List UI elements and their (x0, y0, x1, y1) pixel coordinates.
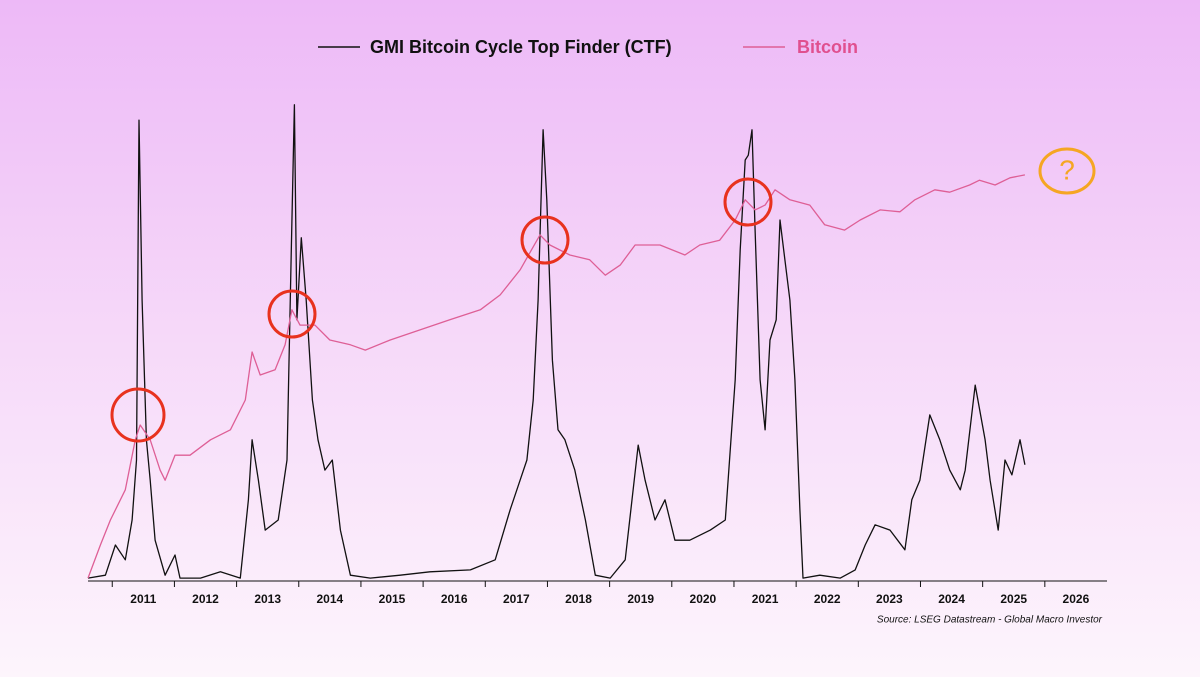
highlight-circle (723, 177, 773, 227)
x-tick-label: 2014 (316, 592, 343, 606)
series-line (87, 174, 1026, 579)
highlight-circles (110, 177, 773, 443)
x-tick-label: 2025 (1000, 592, 1027, 606)
x-tick-label: 2011 (130, 592, 156, 606)
x-tick-label: 2016 (441, 592, 468, 606)
x-tick-label: 2015 (379, 592, 406, 606)
source-note: Source: LSEG Datastream - Global Macro I… (877, 615, 1103, 626)
x-tick-label: 2019 (627, 592, 654, 606)
plot: 2011 2012 2013 2014 2015 2016 2017 2018 2019 2020… (87, 104, 1107, 606)
annotation: ? (1059, 154, 1075, 185)
x-tick-label: 2018 (565, 592, 592, 606)
x-tick-label: 2020 (690, 592, 717, 606)
x-tick-label: 2012 (192, 592, 219, 606)
highlight-circle (520, 215, 570, 265)
x-tick-label: 2021 (752, 592, 779, 606)
x-tick-label: 2017 (503, 592, 530, 606)
legend-label: Bitcoin (797, 37, 858, 57)
x-tick-label: 2023 (876, 592, 903, 606)
x-tick-label: 2013 (254, 592, 281, 606)
x-tick-label: 2024 (938, 592, 965, 606)
highlight-circle (110, 387, 166, 443)
legend-label: GMI Bitcoin Cycle Top Finder (CTF) (370, 37, 672, 57)
series-line (87, 104, 1026, 579)
highlight-circle (267, 289, 317, 339)
question-circle (1038, 147, 1096, 195)
x-tick-label: 2022 (814, 592, 841, 606)
x-tick-label: 2026 (1063, 592, 1090, 606)
